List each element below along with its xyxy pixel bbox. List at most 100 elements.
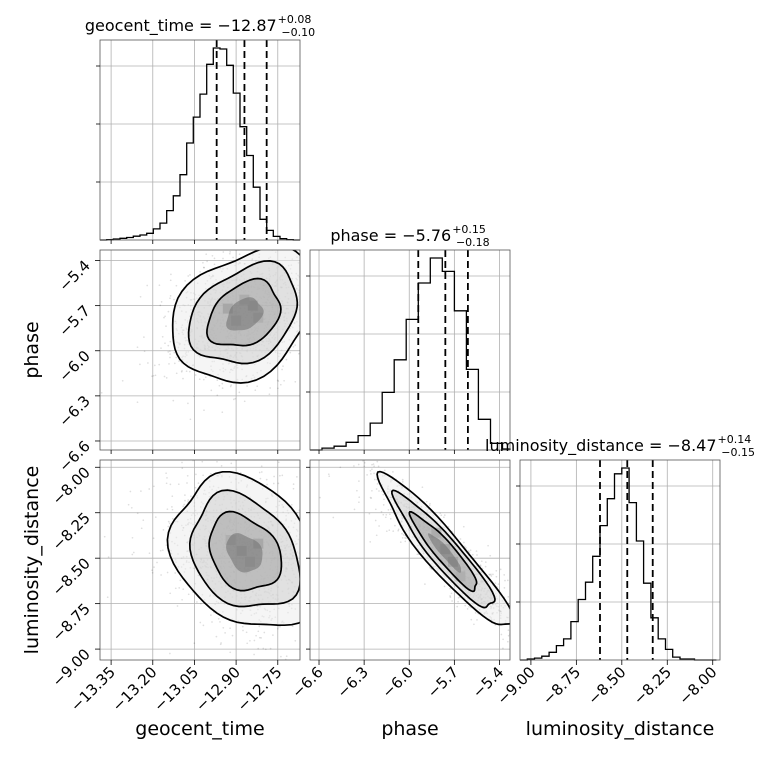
scatter-point	[139, 295, 142, 298]
scatter-point	[303, 551, 305, 553]
scatter-point	[304, 546, 306, 548]
scatter-point	[370, 497, 373, 499]
scatter-point	[257, 630, 260, 633]
x-tick-label-geocent_time: −12.75	[234, 663, 286, 715]
scatter-point	[516, 648, 518, 650]
scatter-point	[494, 582, 497, 584]
contour-line	[206, 277, 282, 347]
scatter-point	[416, 553, 419, 556]
scatter-point	[301, 528, 303, 530]
scatter-point	[342, 577, 344, 579]
frame-phase-luminosity-distance	[309, 459, 511, 661]
scatter-point	[397, 528, 400, 531]
scatter-point	[527, 635, 529, 637]
scatter-point	[143, 336, 145, 338]
scatter-point	[306, 336, 308, 338]
scatter-point	[222, 257, 224, 260]
x-tick-label-luminosity_distance: −8.00	[675, 663, 720, 708]
scatter-point	[314, 264, 316, 266]
scatter-point	[443, 585, 446, 588]
y-tick-label-phase: −5.7	[55, 302, 93, 340]
scatter-point	[302, 333, 304, 335]
scatter-point	[523, 583, 525, 585]
scatter-point	[184, 213, 186, 215]
scatter-point	[439, 512, 442, 515]
scatter-point	[202, 266, 205, 269]
scatter-point	[323, 534, 325, 536]
x-tick-label-geocent_time: −13.20	[109, 663, 161, 715]
scatter-point	[326, 260, 328, 262]
scatter-point	[305, 231, 307, 233]
scatter-point	[499, 568, 502, 571]
scatter-point	[304, 572, 306, 574]
scatter-point	[526, 636, 528, 638]
scatter-point	[171, 517, 174, 520]
scatter-point	[342, 350, 344, 352]
scatter-point	[181, 467, 184, 470]
scatter-point	[242, 629, 244, 632]
scatter-point	[156, 561, 158, 564]
scatter-point	[429, 566, 431, 569]
scatter-point	[479, 564, 482, 566]
scatter-point	[231, 634, 234, 637]
scatter-point	[294, 639, 297, 642]
scatter-point	[333, 271, 335, 273]
scatter-point	[578, 624, 580, 626]
scatter-point	[369, 496, 372, 499]
y-tick-label-phase: −6.0	[55, 347, 93, 385]
scatter-point	[294, 380, 297, 383]
scatter-point	[319, 600, 321, 602]
scatter-point	[256, 385, 259, 388]
scatter-point	[292, 487, 295, 490]
scatter-point	[294, 344, 297, 346]
scatter-point	[303, 508, 305, 510]
scatter-point	[184, 280, 186, 282]
scatter-point	[184, 499, 186, 502]
scatter-point	[353, 508, 356, 511]
y-tick-label-luminosity_distance: −8.25	[49, 509, 94, 554]
scatter-point	[279, 625, 281, 628]
scatter-point	[401, 481, 404, 483]
scatter-point	[305, 518, 307, 520]
scatter-point	[169, 350, 171, 353]
scatter-point	[306, 530, 308, 532]
scatter-point	[326, 316, 328, 318]
scatter-point	[215, 235, 217, 237]
scatter-point	[188, 370, 191, 373]
scatter-point	[537, 628, 539, 630]
scatter-point	[311, 277, 313, 279]
scatter-point	[258, 636, 261, 639]
scatter-point	[306, 292, 308, 294]
scatter-point	[370, 473, 372, 475]
scatter-point	[230, 462, 233, 465]
scatter-point	[266, 483, 268, 486]
scatter-point	[307, 546, 309, 548]
scatter-point	[182, 377, 184, 380]
axis-ticks: −13.35−13.20−13.05−12.90−12.75 −6.6 −6.3 −6…	[49, 65, 721, 715]
scatter-point	[514, 622, 516, 624]
scatter-point	[210, 389, 213, 392]
scatter-point	[513, 615, 515, 617]
scatter-point	[462, 525, 465, 528]
scatter-point	[301, 292, 303, 294]
scatter-point	[302, 516, 304, 518]
scatter-point	[166, 571, 169, 574]
scatter-point	[317, 604, 319, 606]
scatter-point	[189, 274, 191, 276]
scatter-point	[457, 596, 460, 599]
scatter-point	[511, 580, 513, 582]
scatter-point	[301, 471, 303, 473]
scatter-point	[169, 279, 172, 282]
scatter-point	[200, 602, 202, 605]
scatter-point	[382, 513, 385, 516]
scatter-point	[314, 304, 316, 306]
scatter-point	[363, 461, 366, 464]
scatter-point	[158, 284, 161, 287]
scatter-point	[465, 546, 467, 549]
scatter-point	[132, 551, 135, 554]
scatter-point	[327, 280, 329, 282]
scatter-point	[251, 681, 253, 683]
scatter-point	[187, 501, 189, 503]
contour-line	[166, 470, 300, 627]
scatter-point	[232, 256, 234, 259]
